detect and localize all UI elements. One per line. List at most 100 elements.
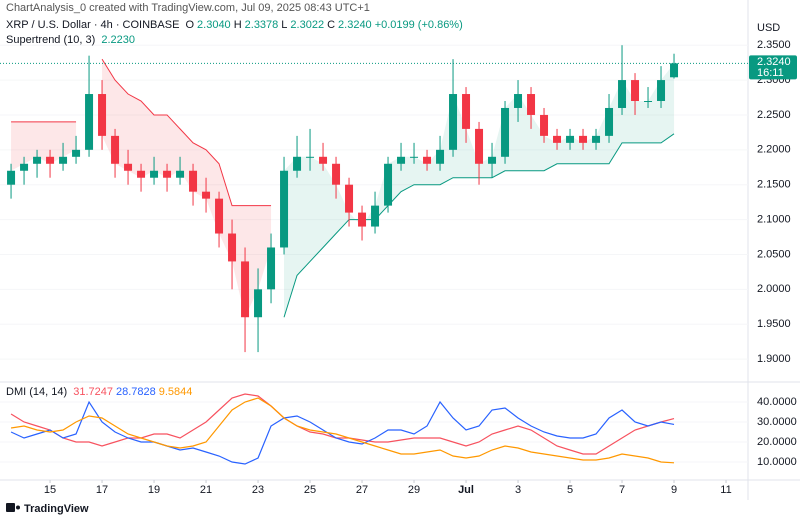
candle-body (72, 149, 81, 157)
ohlc-key: C (327, 19, 336, 31)
y-tick-label: 30.0000 (757, 416, 797, 428)
x-tick-label: 19 (148, 484, 160, 496)
candle-body (605, 107, 614, 136)
candle-body (241, 261, 250, 318)
candle-body (397, 156, 406, 164)
dmi-line (10, 397, 675, 464)
y-tick-label: 2.2500 (757, 109, 791, 121)
candle-body (618, 80, 627, 108)
y-tick-label: 1.9500 (757, 318, 791, 330)
header: ChartAnalysis_0 created with TradingView… (6, 2, 370, 14)
candle-body (280, 170, 289, 248)
candle-body (176, 170, 185, 178)
y-tick-label: 2.0500 (757, 248, 791, 260)
dmi-value: 28.7828 (115, 386, 156, 398)
price-tag (749, 55, 797, 80)
ohlc-value: 2.3040 (197, 19, 231, 31)
candle-body (111, 135, 120, 164)
candle-body (592, 135, 601, 143)
candle-body (410, 156, 419, 158)
candle-body (150, 170, 159, 178)
y-tick-label: 10.0000 (757, 456, 797, 468)
y-tick-label: 2.0000 (757, 283, 791, 295)
x-tick-label: 15 (44, 484, 56, 496)
x-tick-label: 17 (96, 484, 108, 496)
candle-body (189, 170, 198, 192)
candle-body (553, 135, 562, 143)
candle-body (33, 156, 42, 164)
y-tick-label: 40.0000 (757, 396, 797, 408)
price-change: +0.0199 (+0.86%) (374, 19, 463, 31)
footer-brand: TradingView (24, 503, 89, 515)
supertrend-legend: Supertrend (10, 3) 2.2230 (6, 34, 138, 46)
ohlc-value: 2.3378 (244, 19, 279, 31)
x-tick-label: 23 (252, 484, 264, 496)
candle-body (98, 94, 107, 136)
price-tag-value: 2.3240 (757, 56, 791, 68)
candle-body (202, 191, 211, 199)
candle-body (345, 184, 354, 213)
x-tick-label: 11 (720, 484, 731, 496)
candle-body (423, 156, 432, 164)
dmi-line (10, 393, 675, 455)
currency: USD (757, 22, 780, 34)
ohlc-value: 2.3022 (290, 19, 325, 31)
candle-body (475, 128, 484, 164)
indicator-name: DMI (14, 14) (6, 386, 68, 398)
ohlc-key: O (185, 19, 195, 31)
supertrend-line (11, 58, 272, 207)
supertrend-fill (11, 121, 77, 171)
candle-body (436, 149, 445, 164)
y-tick-label: 1.9000 (757, 353, 791, 365)
candle-body (20, 163, 29, 171)
candle-body (254, 289, 263, 318)
x-tick-label: 21 (200, 484, 212, 496)
candle-body (449, 94, 458, 150)
candle-body (371, 205, 380, 227)
candle-body (293, 156, 302, 171)
supertrend-fill (284, 63, 675, 318)
dmi-value: 9.5844 (158, 386, 193, 398)
candle-body (514, 94, 523, 108)
y-tick-label: 2.1000 (757, 213, 791, 225)
dmi-value: 31.7247 (73, 386, 113, 398)
dmi-legend: DMI (14, 14) 31.7247 28.7828 9.5844 (6, 386, 195, 398)
candle-body (215, 198, 224, 234)
price-tag-countdown: 16:11 (757, 67, 784, 79)
candle-body (267, 247, 276, 290)
x-tick-label: 9 (671, 484, 677, 496)
candle-body (384, 163, 393, 206)
candle-body (501, 107, 510, 157)
candle-body (59, 156, 68, 164)
x-tick-label: 3 (515, 484, 521, 496)
candle-body (566, 135, 575, 143)
candle-body (527, 94, 536, 115)
candle-body (358, 212, 367, 227)
ohlc-value: 2.3240 (338, 19, 372, 31)
symbol: XRP / U.S. Dollar · 4h · COINBASE (6, 19, 180, 31)
candle-body (488, 156, 497, 164)
x-tick-label: 5 (567, 484, 573, 496)
candle-body (540, 114, 549, 136)
y-tick-label: 2.1500 (757, 179, 791, 191)
candle-body (124, 163, 133, 171)
candle-body (462, 94, 471, 129)
candle-body (137, 170, 146, 178)
indicator-value: 2.2230 (101, 34, 135, 46)
x-tick-label: 25 (304, 484, 316, 496)
candle-body (332, 163, 341, 185)
x-tick-label: Jul (458, 484, 474, 496)
candle-body (644, 101, 653, 103)
candle-body (579, 135, 588, 143)
y-tick-label: 2.2000 (757, 144, 791, 156)
y-tick-label: 2.3500 (757, 39, 791, 51)
candle-body (657, 80, 666, 102)
x-tick-label: 27 (356, 484, 368, 496)
candle-body (631, 80, 640, 102)
candle-body (319, 156, 328, 164)
dmi-line (10, 400, 675, 465)
x-tick-label: 29 (408, 484, 420, 496)
candle-body (228, 233, 237, 262)
